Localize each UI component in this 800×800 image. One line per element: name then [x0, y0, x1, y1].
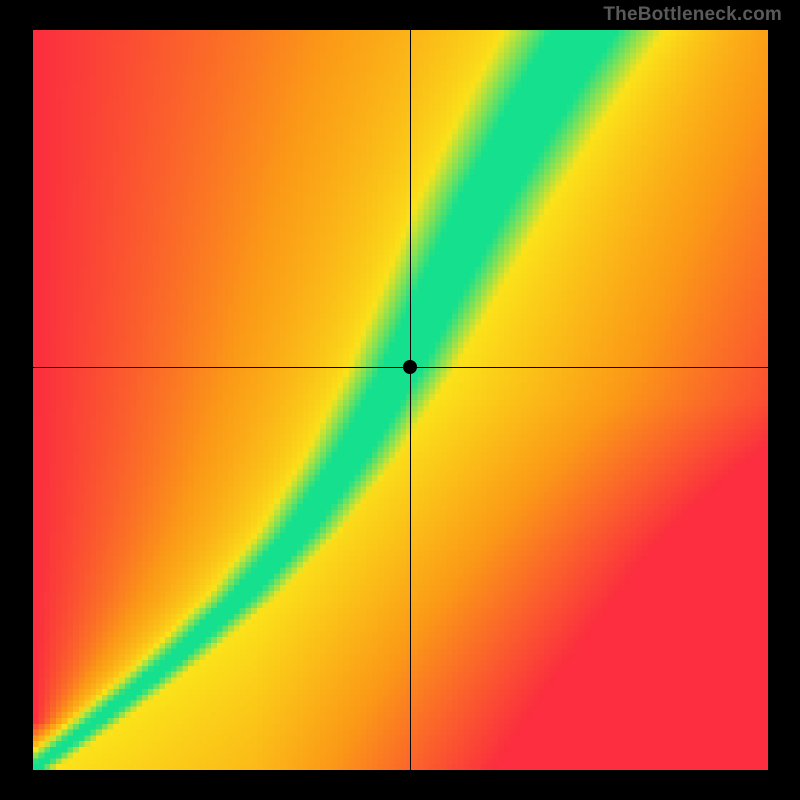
watermark-text: TheBottleneck.com [603, 4, 782, 26]
heatmap-plot [33, 30, 768, 770]
crosshair-marker [403, 360, 417, 374]
crosshair-horizontal [33, 367, 768, 368]
crosshair-vertical [410, 30, 411, 770]
heatmap-canvas [33, 30, 768, 770]
